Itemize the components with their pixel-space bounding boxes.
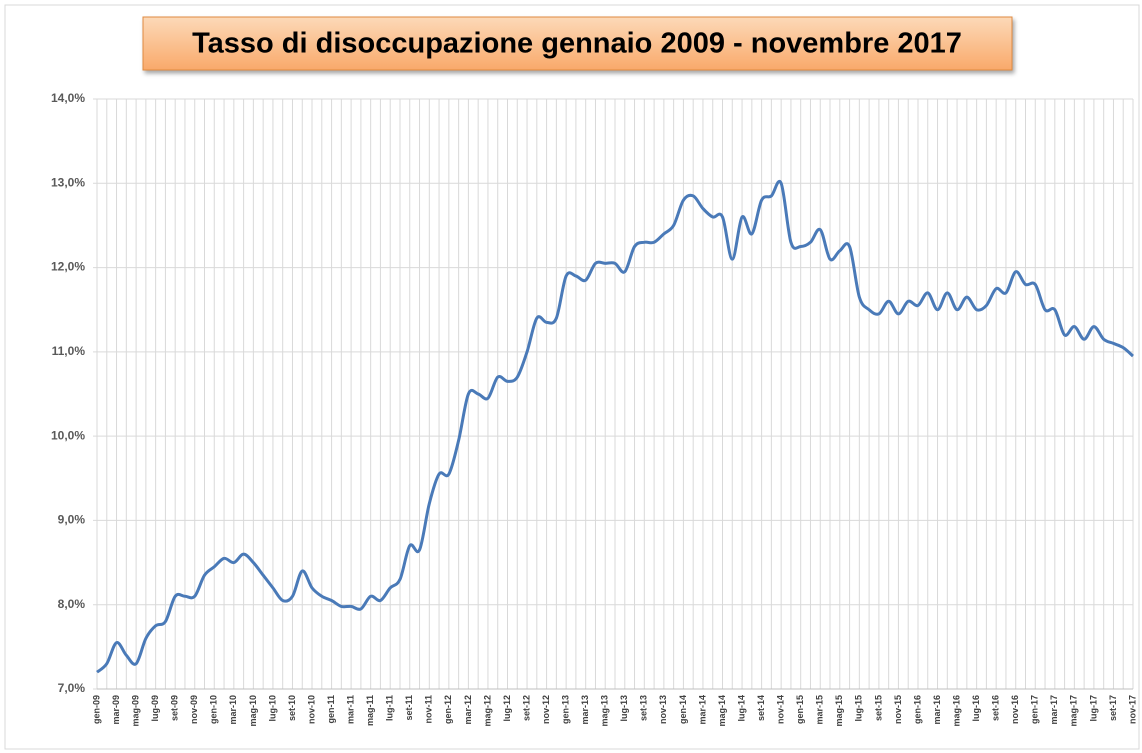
y-tick-label: 7,0% <box>58 681 86 695</box>
x-tick-label: nov-15 <box>893 695 903 724</box>
chart-title: Tasso di disoccupazione gennaio 2009 - n… <box>192 28 962 60</box>
x-tick-label: mag-17 <box>1069 695 1079 727</box>
x-tick-label: set-11 <box>404 695 414 721</box>
y-tick-label: 9,0% <box>58 513 86 527</box>
x-tick-label: gen-09 <box>91 695 101 724</box>
x-tick-label: mag-12 <box>482 695 492 727</box>
x-tick-label: mar-17 <box>1049 695 1059 725</box>
x-tick-label: nov-13 <box>658 695 668 724</box>
y-tick-label: 10,0% <box>51 428 85 442</box>
x-tick-label: mar-10 <box>228 695 238 725</box>
x-tick-label: nov-14 <box>776 695 786 724</box>
x-tick-label: lug-17 <box>1088 695 1098 722</box>
x-tick-label: gen-11 <box>326 695 336 724</box>
x-tick-label: gen-17 <box>1030 695 1040 724</box>
x-tick-label: set-09 <box>170 695 180 721</box>
x-tick-label: nov-10 <box>306 695 316 724</box>
x-tick-label: lug-09 <box>150 695 160 722</box>
x-tick-label: mar-14 <box>697 695 707 725</box>
x-tick-label: set-12 <box>521 695 531 721</box>
y-tick-label: 8,0% <box>58 597 86 611</box>
x-tick-label: mar-15 <box>815 695 825 725</box>
x-tick-label: set-16 <box>991 695 1001 721</box>
x-tick-label: gen-16 <box>912 695 922 724</box>
chart-border <box>4 4 1140 750</box>
x-tick-label: nov-12 <box>541 695 551 724</box>
x-tick-label: set-14 <box>756 695 766 721</box>
x-tick-label: set-17 <box>1108 695 1118 721</box>
x-tick-label: set-10 <box>287 695 297 721</box>
x-tick-label: mag-10 <box>248 695 258 727</box>
x-tick-label: gen-13 <box>561 695 571 724</box>
x-tick-label: mar-16 <box>932 695 942 725</box>
x-tick-label: lug-13 <box>619 695 629 722</box>
x-tick-label: mar-09 <box>111 695 121 725</box>
x-tick-label: gen-15 <box>795 695 805 724</box>
x-tick-label: mag-09 <box>130 695 140 727</box>
x-tick-label: mag-13 <box>600 695 610 727</box>
y-tick-label: 13,0% <box>51 175 85 189</box>
x-tick-label: mar-11 <box>345 695 355 724</box>
line-series <box>96 179 1134 674</box>
x-tick-label: nov-17 <box>1127 695 1137 724</box>
y-tick-label: 12,0% <box>51 260 85 274</box>
y-tick-label: 11,0% <box>52 344 86 358</box>
x-tick-label: gen-10 <box>209 695 219 724</box>
title-box <box>142 16 1013 71</box>
x-tick-label: lug-15 <box>854 695 864 722</box>
x-tick-label: set-15 <box>873 695 883 721</box>
x-tick-label: mag-16 <box>951 695 961 727</box>
x-tick-label: lug-10 <box>267 695 277 722</box>
x-tick-label: mag-15 <box>834 695 844 727</box>
x-tick-label: gen-14 <box>678 695 688 724</box>
y-tick-label: 14,0% <box>51 91 85 105</box>
x-tick-label: nov-11 <box>424 695 434 724</box>
x-tick-label: mar-12 <box>463 695 473 725</box>
x-tick-label: lug-11 <box>385 695 395 721</box>
x-tick-label: mag-11 <box>365 695 375 726</box>
x-tick-label: lug-14 <box>736 695 746 722</box>
x-tick-label: mar-13 <box>580 695 590 725</box>
x-tick-label: nov-16 <box>1010 695 1020 724</box>
x-tick-label: set-13 <box>639 695 649 721</box>
x-tick-label: nov-09 <box>189 695 199 724</box>
x-tick-label: lug-16 <box>971 695 981 722</box>
x-tick-label: mag-14 <box>717 695 727 727</box>
x-tick-label: lug-12 <box>502 695 512 722</box>
x-tick-label: gen-12 <box>443 695 453 724</box>
